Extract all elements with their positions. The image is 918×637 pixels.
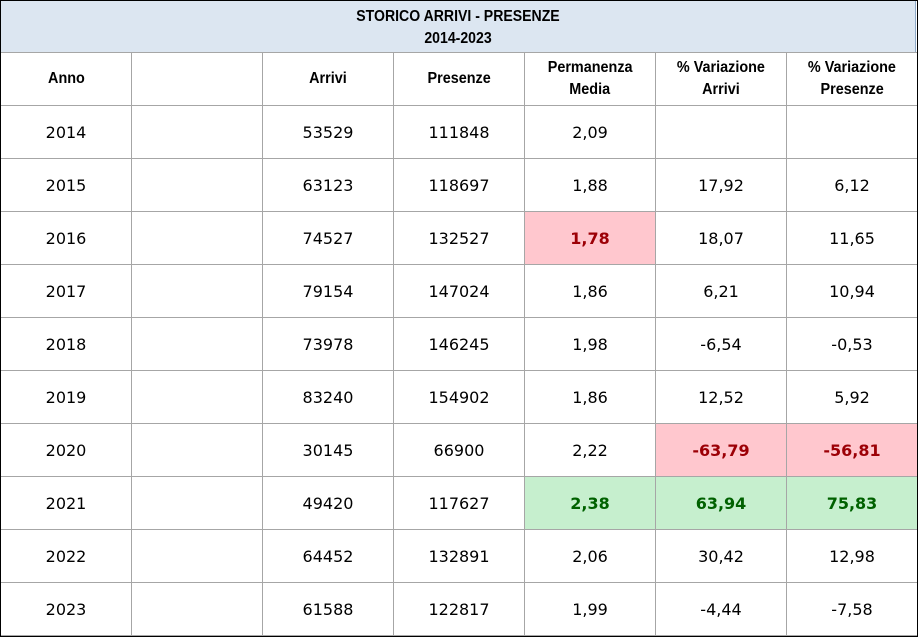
cell-blank[interactable] bbox=[131, 317, 263, 371]
table-row: 2018 73978 146245 1,98 -6,54 -0,53 bbox=[0, 317, 918, 371]
cell-permanenza[interactable]: 1,99 bbox=[524, 582, 656, 636]
cell-permanenza[interactable]: 2,09 bbox=[524, 105, 656, 159]
cell-presenze[interactable]: 66900 bbox=[393, 423, 525, 477]
table-row: 2021 49420 117627 2,38 63,94 75,83 bbox=[0, 476, 918, 530]
cell-presenze[interactable]: 117627 bbox=[393, 476, 525, 530]
table-row: 2020 30145 66900 2,22 -63,79 -56,81 bbox=[0, 423, 918, 477]
table-row: 2014 53529 111848 2,09 bbox=[0, 105, 918, 159]
cell-anno[interactable]: 2014 bbox=[0, 105, 132, 159]
cell-permanenza[interactable]: 1,86 bbox=[524, 370, 656, 424]
cell-presenze[interactable]: 154902 bbox=[393, 370, 525, 424]
cell-anno[interactable]: 2021 bbox=[0, 476, 132, 530]
cell-var-arrivi-highlight-high[interactable]: 63,94 bbox=[655, 476, 787, 530]
table-title-band: STORICO ARRIVI - PRESENZE 2014-2023 bbox=[0, 0, 916, 52]
cell-anno[interactable]: 2016 bbox=[0, 211, 132, 265]
cell-arrivi[interactable]: 83240 bbox=[262, 370, 394, 424]
header-cell-permanenza-media[interactable]: Permanenza Media bbox=[524, 52, 656, 106]
cell-var-presenze-highlight-low[interactable]: -56,81 bbox=[786, 423, 918, 477]
data-table: Anno Arrivi Presenze Permanenza Media % … bbox=[0, 52, 918, 636]
cell-presenze[interactable]: 147024 bbox=[393, 264, 525, 318]
cell-var-arrivi[interactable]: 6,21 bbox=[655, 264, 787, 318]
cell-anno[interactable]: 2018 bbox=[0, 317, 132, 371]
cell-var-arrivi[interactable]: -6,54 bbox=[655, 317, 787, 371]
cell-blank[interactable] bbox=[131, 529, 263, 583]
header-cell-variazione-arrivi[interactable]: % Variazione Arrivi bbox=[655, 52, 787, 106]
cell-anno[interactable]: 2023 bbox=[0, 582, 132, 636]
cell-presenze[interactable]: 132527 bbox=[393, 211, 525, 265]
cell-var-presenze[interactable]: -0,53 bbox=[786, 317, 918, 371]
cell-blank[interactable] bbox=[131, 105, 263, 159]
cell-presenze[interactable]: 122817 bbox=[393, 582, 525, 636]
cell-anno[interactable]: 2015 bbox=[0, 158, 132, 212]
cell-var-presenze[interactable]: 10,94 bbox=[786, 264, 918, 318]
cell-var-presenze[interactable]: 6,12 bbox=[786, 158, 918, 212]
cell-var-presenze-highlight-high[interactable]: 75,83 bbox=[786, 476, 918, 530]
cell-var-presenze[interactable]: 11,65 bbox=[786, 211, 918, 265]
cell-permanenza[interactable]: 2,22 bbox=[524, 423, 656, 477]
cell-blank[interactable] bbox=[131, 158, 263, 212]
cell-var-presenze[interactable] bbox=[786, 105, 918, 159]
cell-var-arrivi[interactable] bbox=[655, 105, 787, 159]
cell-anno[interactable]: 2022 bbox=[0, 529, 132, 583]
header-cell-blank[interactable] bbox=[131, 52, 263, 106]
cell-blank[interactable] bbox=[131, 476, 263, 530]
cell-blank[interactable] bbox=[131, 582, 263, 636]
header-cell-arrivi[interactable]: Arrivi bbox=[262, 52, 394, 106]
cell-permanenza[interactable]: 1,98 bbox=[524, 317, 656, 371]
cell-blank[interactable] bbox=[131, 423, 263, 477]
cell-presenze[interactable]: 146245 bbox=[393, 317, 525, 371]
cell-arrivi[interactable]: 61588 bbox=[262, 582, 394, 636]
table-row: 2017 79154 147024 1,86 6,21 10,94 bbox=[0, 264, 918, 318]
cell-anno[interactable]: 2017 bbox=[0, 264, 132, 318]
cell-presenze[interactable]: 111848 bbox=[393, 105, 525, 159]
header-cell-anno[interactable]: Anno bbox=[0, 52, 132, 106]
table-title: STORICO ARRIVI - PRESENZE bbox=[356, 8, 560, 25]
cell-permanenza[interactable]: 2,06 bbox=[524, 529, 656, 583]
cell-permanenza-highlight-high[interactable]: 2,38 bbox=[524, 476, 656, 530]
cell-var-presenze[interactable]: -7,58 bbox=[786, 582, 918, 636]
table-row: 2022 64452 132891 2,06 30,42 12,98 bbox=[0, 529, 918, 583]
cell-arrivi[interactable]: 79154 bbox=[262, 264, 394, 318]
cell-arrivi[interactable]: 64452 bbox=[262, 529, 394, 583]
cell-var-presenze[interactable]: 5,92 bbox=[786, 370, 918, 424]
cell-arrivi[interactable]: 30145 bbox=[262, 423, 394, 477]
cell-presenze[interactable]: 132891 bbox=[393, 529, 525, 583]
cell-arrivi[interactable]: 63123 bbox=[262, 158, 394, 212]
cell-var-arrivi[interactable]: 17,92 bbox=[655, 158, 787, 212]
cell-anno[interactable]: 2019 bbox=[0, 370, 132, 424]
cell-anno[interactable]: 2020 bbox=[0, 423, 132, 477]
cell-var-arrivi[interactable]: 12,52 bbox=[655, 370, 787, 424]
cell-var-arrivi-highlight-low[interactable]: -63,79 bbox=[655, 423, 787, 477]
cell-arrivi[interactable]: 49420 bbox=[262, 476, 394, 530]
cell-blank[interactable] bbox=[131, 370, 263, 424]
header-cell-variazione-presenze[interactable]: % Variazione Presenze bbox=[786, 52, 918, 106]
cell-permanenza-highlight-low[interactable]: 1,78 bbox=[524, 211, 656, 265]
cell-var-arrivi[interactable]: -4,44 bbox=[655, 582, 787, 636]
cell-arrivi[interactable]: 73978 bbox=[262, 317, 394, 371]
table-row: 2023 61588 122817 1,99 -4,44 -7,58 bbox=[0, 582, 918, 636]
table-row: 2019 83240 154902 1,86 12,52 5,92 bbox=[0, 370, 918, 424]
cell-presenze[interactable]: 118697 bbox=[393, 158, 525, 212]
cell-var-arrivi[interactable]: 30,42 bbox=[655, 529, 787, 583]
cell-permanenza[interactable]: 1,86 bbox=[524, 264, 656, 318]
cell-blank[interactable] bbox=[131, 211, 263, 265]
cell-arrivi[interactable]: 53529 bbox=[262, 105, 394, 159]
header-row: Anno Arrivi Presenze Permanenza Media % … bbox=[0, 52, 918, 106]
cell-permanenza[interactable]: 1,88 bbox=[524, 158, 656, 212]
table-row: 2016 74527 132527 1,78 18,07 11,65 bbox=[0, 211, 918, 265]
cell-var-arrivi[interactable]: 18,07 bbox=[655, 211, 787, 265]
table-subtitle-years: 2014-2023 bbox=[424, 30, 492, 47]
header-cell-presenze[interactable]: Presenze bbox=[393, 52, 525, 106]
cell-arrivi[interactable]: 74527 bbox=[262, 211, 394, 265]
cell-var-presenze[interactable]: 12,98 bbox=[786, 529, 918, 583]
cell-blank[interactable] bbox=[131, 264, 263, 318]
table-row: 2015 63123 118697 1,88 17,92 6,12 bbox=[0, 158, 918, 212]
